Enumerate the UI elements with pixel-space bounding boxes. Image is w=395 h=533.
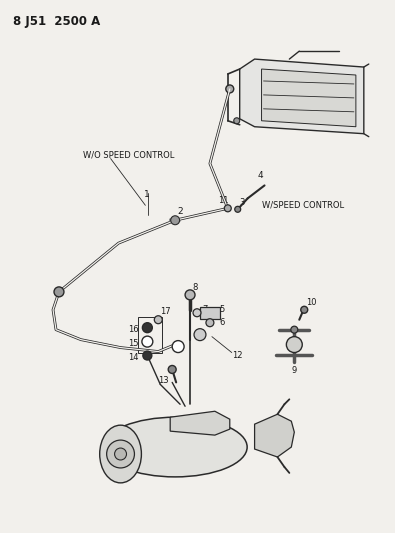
Text: 1: 1 (145, 190, 150, 199)
Text: 10: 10 (306, 298, 317, 307)
Text: 8 J51  2500 A: 8 J51 2500 A (13, 15, 101, 28)
Circle shape (107, 440, 134, 468)
Bar (200, 307, 220, 319)
Polygon shape (261, 69, 356, 127)
Text: 8: 8 (192, 283, 198, 292)
Text: 7: 7 (202, 305, 207, 314)
Circle shape (143, 351, 152, 360)
Text: 16: 16 (128, 325, 139, 334)
Polygon shape (240, 59, 364, 134)
Text: 4: 4 (258, 171, 263, 180)
Circle shape (115, 448, 126, 460)
Circle shape (224, 205, 231, 212)
Circle shape (54, 287, 64, 297)
Circle shape (291, 326, 298, 333)
Text: W/O SPEED CONTROL: W/O SPEED CONTROL (83, 151, 174, 159)
Circle shape (193, 309, 201, 317)
Text: W/SPEED CONTROL: W/SPEED CONTROL (261, 200, 344, 209)
Circle shape (172, 341, 184, 352)
Text: 2: 2 (177, 207, 183, 216)
Text: 18: 18 (174, 344, 182, 350)
Circle shape (142, 322, 152, 333)
Text: 15: 15 (128, 338, 139, 348)
Polygon shape (255, 414, 294, 457)
Polygon shape (170, 411, 230, 435)
Ellipse shape (103, 417, 247, 477)
Circle shape (301, 306, 308, 313)
Circle shape (206, 319, 214, 327)
Text: 11: 11 (218, 196, 228, 205)
Circle shape (154, 316, 162, 324)
Text: 14: 14 (128, 352, 139, 361)
Text: 5: 5 (220, 305, 225, 314)
Text: 3: 3 (240, 198, 245, 207)
Circle shape (142, 336, 153, 347)
Circle shape (234, 118, 240, 124)
Text: 9: 9 (292, 367, 297, 375)
Ellipse shape (100, 425, 141, 483)
Circle shape (235, 206, 241, 212)
Text: 12: 12 (232, 351, 242, 360)
Circle shape (185, 290, 195, 300)
Circle shape (286, 337, 302, 352)
Circle shape (168, 366, 176, 374)
Circle shape (171, 216, 180, 225)
Circle shape (226, 85, 234, 93)
Circle shape (194, 329, 206, 341)
Text: 17: 17 (160, 307, 171, 316)
Text: 13: 13 (158, 376, 169, 385)
Text: 6: 6 (220, 318, 225, 327)
